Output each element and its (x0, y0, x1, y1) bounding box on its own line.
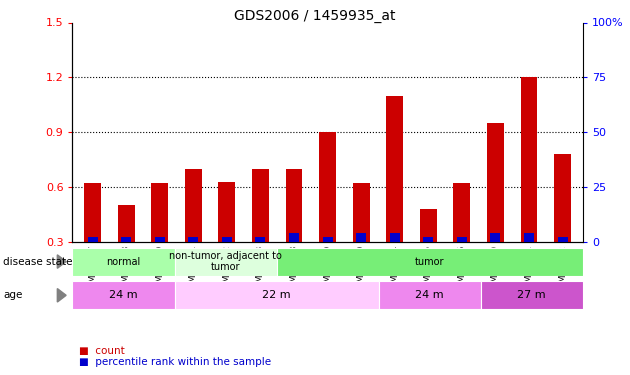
Bar (289, 233, 299, 242)
Bar (323, 237, 333, 242)
Bar (188, 237, 198, 242)
Polygon shape (57, 289, 66, 302)
Bar (319, 132, 336, 242)
Bar (88, 237, 98, 242)
Bar (219, 182, 235, 242)
Bar (72, 281, 175, 309)
Bar (481, 281, 583, 309)
Bar (520, 77, 537, 242)
Text: tumor: tumor (415, 256, 444, 267)
Bar (386, 96, 403, 242)
Bar (558, 237, 568, 242)
Bar (423, 237, 433, 242)
Text: 24 m: 24 m (109, 290, 138, 300)
Bar (252, 169, 269, 242)
Bar (175, 248, 277, 276)
Bar (277, 248, 583, 276)
Text: ■  percentile rank within the sample: ■ percentile rank within the sample (79, 357, 271, 367)
Text: age: age (3, 290, 23, 300)
Polygon shape (57, 255, 66, 268)
Bar (285, 169, 302, 242)
Text: 24 m: 24 m (415, 290, 444, 300)
Text: normal: normal (106, 256, 140, 267)
Bar (353, 183, 370, 242)
Bar (457, 237, 467, 242)
Text: 22 m: 22 m (262, 290, 291, 300)
Bar (222, 237, 232, 242)
Bar (175, 281, 379, 309)
Bar (420, 209, 437, 242)
Bar (151, 183, 168, 242)
Bar (356, 233, 366, 242)
Bar (454, 183, 470, 242)
Bar (118, 206, 135, 242)
Bar (490, 233, 500, 242)
Bar (255, 237, 265, 242)
Text: 27 m: 27 m (517, 290, 546, 300)
Bar (390, 233, 400, 242)
Text: ■  count: ■ count (79, 346, 125, 355)
Bar (524, 233, 534, 242)
Bar (487, 123, 504, 242)
Bar (185, 169, 202, 242)
Text: non-tumor, adjacent to
tumor: non-tumor, adjacent to tumor (169, 251, 282, 272)
Bar (84, 183, 101, 242)
Text: GDS2006 / 1459935_at: GDS2006 / 1459935_at (234, 9, 396, 23)
Text: disease state: disease state (3, 256, 72, 267)
Bar (379, 281, 481, 309)
Bar (121, 237, 131, 242)
Bar (554, 154, 571, 242)
Bar (72, 248, 175, 276)
Bar (155, 237, 165, 242)
